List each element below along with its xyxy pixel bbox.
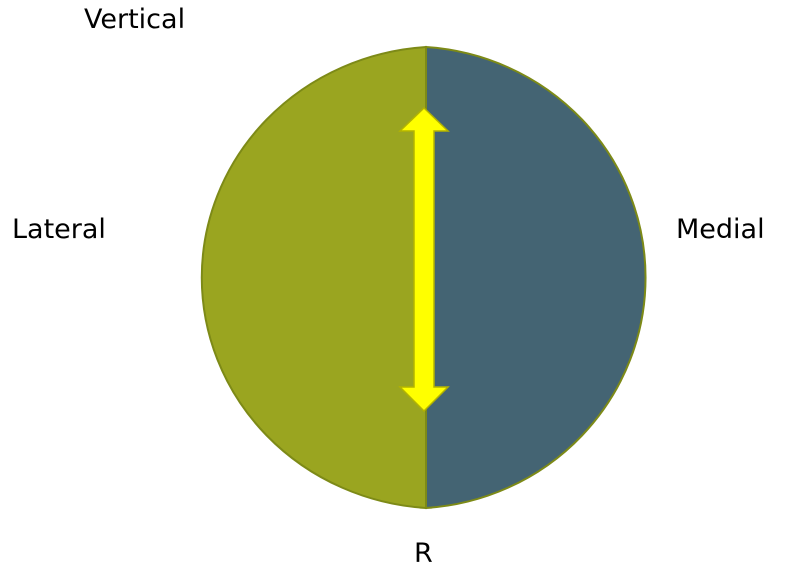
label-r: R xyxy=(414,538,433,569)
label-medial: Medial xyxy=(676,214,765,245)
label-lateral: Lateral xyxy=(12,214,106,245)
medial-half xyxy=(425,45,647,510)
double-arrow-icon xyxy=(398,106,450,413)
lateral-half xyxy=(200,45,427,510)
label-vertical: Vertical xyxy=(84,4,186,35)
